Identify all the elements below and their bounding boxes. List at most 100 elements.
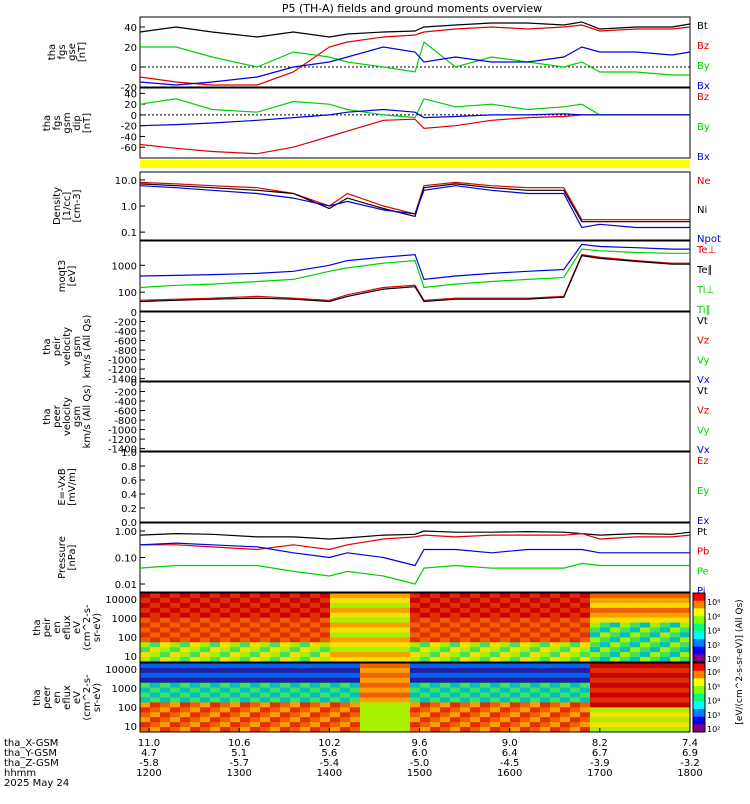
spectrogram-cell [370, 602, 381, 609]
spectrogram-cell [630, 722, 641, 728]
spectrogram-cell [590, 672, 601, 679]
spectrogram-cell [220, 722, 231, 728]
spectrogram-cell [150, 697, 161, 703]
spectrogram-cell [160, 663, 171, 669]
spectrogram-cell [140, 707, 151, 713]
spectrogram-cell [320, 597, 331, 604]
spectrogram-cell [580, 667, 591, 674]
spectrogram-cell [350, 722, 361, 728]
spectrogram-cell [140, 602, 151, 609]
y-tick-label: -20 [121, 83, 137, 94]
footer-value: 1500 [407, 768, 432, 779]
spectrogram-cell [370, 667, 381, 674]
colorbar-segment [693, 724, 705, 733]
spectrogram-cell [390, 652, 401, 658]
spectrogram-cell [330, 602, 341, 609]
spectrogram-cell [180, 717, 191, 723]
spectrogram-cell [500, 687, 511, 694]
spectrogram-cell [300, 717, 311, 723]
spectrogram-cell [470, 712, 481, 718]
series-Bt-line [139, 21, 691, 38]
spectrogram-cell [210, 632, 221, 638]
y-tick-label: 40 [124, 89, 137, 100]
spectrogram-cell [400, 612, 411, 619]
spectrogram-cell [380, 652, 391, 658]
spectrogram-cell [420, 612, 431, 619]
spectrogram-cell [670, 593, 681, 599]
spectrogram-cell [240, 642, 251, 648]
spectrogram-cell [550, 652, 561, 658]
spectrogram-cell [290, 617, 301, 624]
spectrogram-cell [440, 697, 451, 703]
spectrogram-cell [150, 682, 161, 689]
y-tick-label: 10 [124, 722, 137, 733]
spectrogram-cell [390, 697, 401, 703]
spectrogram-cell [560, 702, 571, 708]
spectrogram-cell [470, 692, 481, 698]
spectrogram-cell [180, 677, 191, 684]
spectrogram-cell [620, 712, 631, 718]
series-Ne-line [139, 181, 690, 221]
spectrogram-cell [180, 627, 191, 633]
spectrogram-cell [280, 707, 291, 713]
spectrogram-cell [650, 607, 661, 614]
spectrogram-cell [320, 702, 331, 708]
spectrogram-cell [620, 672, 631, 679]
spectrogram-cell [140, 682, 151, 689]
spectrogram-cell [240, 722, 251, 728]
spectrogram-cell [450, 712, 461, 718]
spectrogram-cell [150, 647, 161, 653]
spectrogram-cell [640, 597, 651, 604]
spectrogram-cell [350, 727, 361, 733]
spectrogram-cell [140, 647, 151, 653]
spectrogram-cell [150, 612, 161, 619]
spectrogram-cell [540, 607, 551, 614]
spectrogram-cell [320, 647, 331, 653]
spectrogram-cell [430, 692, 441, 698]
spectrogram-cell [660, 717, 671, 723]
spectrogram-cell [510, 687, 521, 694]
spectrogram-cell [450, 617, 461, 624]
spectrogram-cell [620, 612, 631, 619]
spectrogram-cell [670, 663, 681, 669]
spectrogram-cell [680, 687, 691, 694]
spectrogram-cell [360, 593, 371, 599]
spectrogram-cell [530, 642, 541, 648]
spectrogram-cell [390, 622, 401, 628]
spectrogram-cell [370, 717, 381, 723]
spectrogram-cell [590, 692, 601, 698]
spectrogram-cell [450, 607, 461, 614]
spectrogram-cell [400, 717, 411, 723]
spectrogram-cell [640, 593, 651, 599]
spectrogram-cell [590, 622, 601, 628]
spectrogram-cell [430, 677, 441, 684]
spectrogram-cell [240, 672, 251, 679]
spectrogram-cell [640, 687, 651, 694]
spectrogram-cell [150, 677, 161, 684]
spectrogram-cell [410, 657, 421, 663]
series-Te⊥-line [139, 253, 690, 301]
spectrogram-cell [370, 647, 381, 653]
spectrogram-cell [270, 692, 281, 698]
colorbar-segment [693, 631, 705, 640]
spectrogram-cell [670, 642, 681, 648]
spectrogram-cell [560, 667, 571, 674]
y-tick-label: 10000 [105, 595, 137, 606]
spectrogram-cell [430, 642, 441, 648]
footer-value: 1300 [226, 768, 251, 779]
spectrogram-cell [300, 722, 311, 728]
spectrogram-cell [300, 597, 311, 604]
spectrogram-cell [380, 637, 391, 643]
spectrogram-cell [420, 667, 431, 674]
spectrogram-cell [160, 712, 171, 718]
spectrogram-cell [260, 637, 271, 643]
spectrogram-cell [280, 687, 291, 694]
colorbar-tick: 10⁶ [707, 668, 720, 677]
spectrogram-cell [200, 682, 211, 689]
series-Bx-line [139, 46, 691, 86]
spectrogram-cell [660, 597, 671, 604]
spectrogram-cell [540, 712, 551, 718]
spectrogram-cell [440, 612, 451, 619]
spectrogram-cell [470, 702, 481, 708]
